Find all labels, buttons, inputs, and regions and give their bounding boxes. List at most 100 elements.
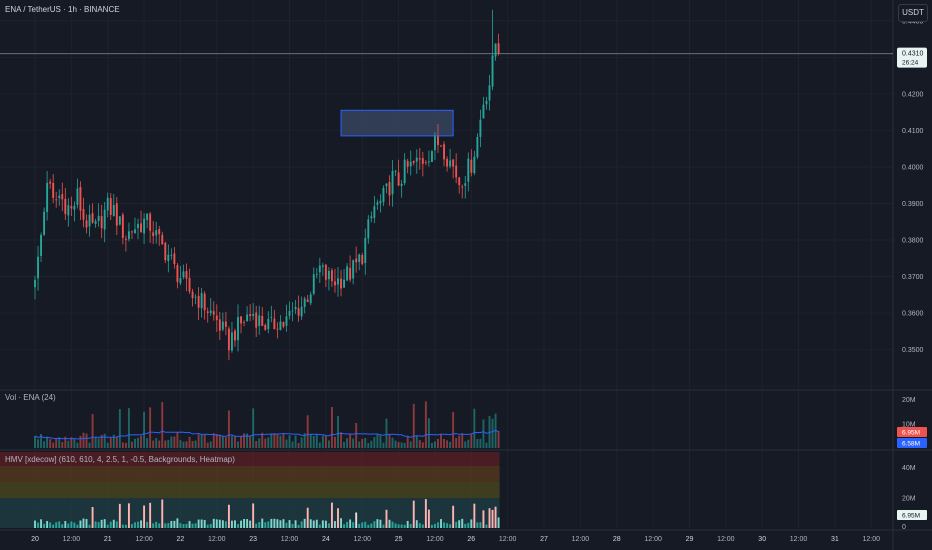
candle-body: [464, 183, 467, 186]
volume-bar: [270, 433, 273, 448]
hmv-bar: [52, 524, 55, 528]
candle-body: [391, 170, 394, 195]
hmv-bar: [176, 518, 179, 528]
candle-body: [252, 313, 255, 316]
candle-body: [40, 234, 43, 256]
hmv-last-label: 6.95M: [902, 513, 920, 520]
hmv-bar: [200, 519, 203, 528]
hmv-bar: [318, 524, 321, 528]
candle-body: [91, 213, 94, 223]
candle-body: [158, 228, 161, 235]
hmv-bar: [227, 504, 230, 528]
candle-body: [73, 205, 76, 210]
candle-body: [182, 271, 185, 278]
candle-body: [276, 328, 279, 330]
hmv-bar: [258, 522, 261, 528]
hmv-bar: [376, 519, 379, 528]
volume-bar: [273, 433, 276, 448]
hmv-last-badge: [897, 510, 927, 520]
volume-bar: [243, 433, 246, 448]
candle-body: [324, 264, 327, 280]
candle-body: [176, 265, 179, 282]
candle-body: [88, 214, 91, 227]
candle-body: [494, 43, 497, 57]
candle-body: [94, 221, 97, 225]
volume-bar: [218, 434, 221, 448]
hmv-bar: [267, 521, 270, 528]
hmv-bar: [370, 523, 373, 528]
hmv-bar: [46, 521, 49, 528]
candle-body: [424, 162, 427, 163]
volume-bar: [91, 414, 94, 448]
candle-body: [415, 157, 418, 162]
hmv-bar: [191, 523, 194, 528]
volume-bar: [382, 442, 385, 448]
candle-body: [70, 206, 73, 209]
candle-body: [434, 136, 436, 151]
candle-body: [155, 230, 158, 236]
hmv-bar: [440, 519, 442, 528]
candle-body: [131, 231, 133, 233]
volume-bar: [149, 407, 152, 448]
candle-body: [361, 255, 364, 265]
hmv-bar: [94, 521, 97, 528]
candle-body: [234, 330, 236, 341]
time-axis-hour-label: 12:00: [63, 536, 81, 543]
hmv-bar: [243, 518, 246, 528]
volume-bar: [418, 440, 421, 448]
volume-bar: [61, 441, 64, 448]
time-axis-hour-label: 12:00: [281, 536, 299, 543]
volume-bar: [373, 437, 376, 448]
volume-bar: [461, 433, 464, 448]
volume-bar: [70, 437, 73, 448]
volume-bar: [182, 441, 185, 448]
volume-bar: [118, 409, 121, 448]
hmv-bar: [246, 519, 249, 528]
volume-bar: [221, 435, 224, 448]
volume-bar: [200, 434, 203, 448]
volume-bar: [476, 439, 479, 448]
hmv-bar: [109, 521, 112, 528]
currency-button[interactable]: USDT: [898, 4, 928, 22]
hmv-bar: [315, 519, 318, 528]
candle-body: [49, 181, 52, 184]
hmv-bar: [112, 519, 115, 528]
candle-body: [152, 232, 155, 237]
volume-bar: [143, 411, 146, 448]
candle-body: [373, 206, 376, 218]
hmv-bar: [409, 523, 412, 528]
hmv-bar: [249, 520, 252, 528]
candle-body: [358, 254, 361, 263]
volume-bar: [37, 439, 39, 448]
time-axis-day-label: 30: [758, 536, 766, 543]
candle-body: [346, 266, 349, 281]
volume-bar: [43, 441, 46, 448]
time-axis-day-label: 20: [31, 536, 39, 543]
hmv-bar: [482, 510, 485, 528]
volume-bar: [134, 438, 136, 448]
demand-zone-box: [340, 109, 454, 137]
hmv-bar: [285, 522, 288, 528]
volume-bar: [173, 436, 176, 448]
volume-bar: [179, 440, 182, 448]
hmv-bar: [131, 524, 133, 528]
candle-body: [264, 324, 267, 330]
candle-body: [294, 306, 297, 310]
candle-body: [191, 291, 194, 299]
candle-body: [224, 321, 227, 327]
candle-body: [149, 213, 152, 231]
volume-bar: [73, 439, 76, 448]
candle-body: [497, 43, 500, 54]
price-tick-label: 0.3900: [902, 201, 924, 208]
hmv-bar: [79, 520, 82, 528]
time-axis-day-label: 29: [686, 536, 694, 543]
candle-body: [215, 315, 218, 321]
hmv-bar: [470, 519, 473, 528]
hmv-bar: [103, 519, 106, 528]
volume-bar: [46, 436, 49, 448]
hmv-bar: [97, 522, 100, 528]
hmv-bar: [415, 520, 418, 528]
candle-body: [37, 256, 39, 279]
volume-bar: [215, 434, 218, 448]
